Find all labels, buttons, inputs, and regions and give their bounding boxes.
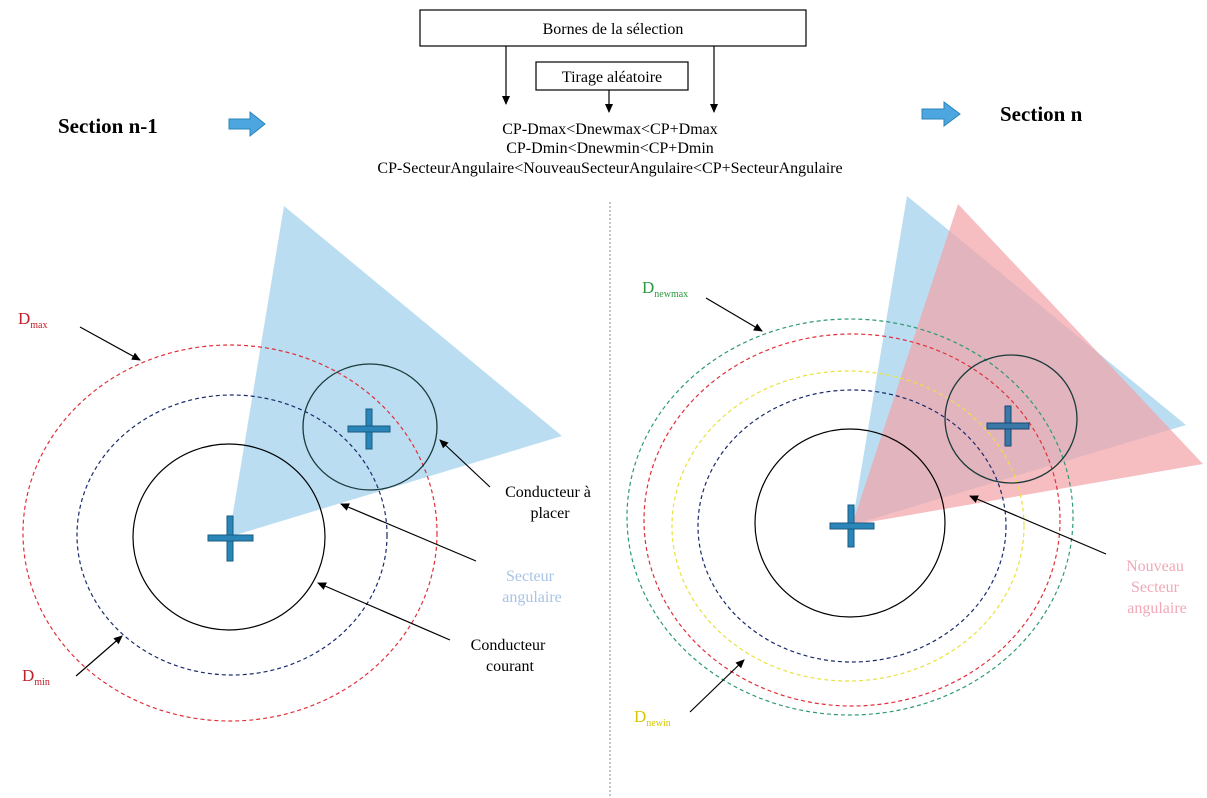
new-angular-sector xyxy=(852,204,1203,525)
constraint-sector: CP-SecteurAngulaire<NouveauSecteurAngula… xyxy=(377,160,842,177)
bounds-box-label: Bornes de la sélection xyxy=(543,21,684,38)
left-section-title: Section n-1 xyxy=(58,114,158,138)
conductor-to-place-label: Conducteur à placer xyxy=(505,484,595,522)
constraint-dmax: CP-Dmax<Dnewmax<CP+Dmax xyxy=(502,121,718,138)
angular-sector-arrow xyxy=(340,503,477,562)
dmax-label: Dmax xyxy=(18,309,48,331)
dnewmin-circle xyxy=(671,370,1025,682)
placed-conductor-cross-icon xyxy=(986,405,1030,447)
dmin-circle xyxy=(76,394,388,676)
dmin-arrow xyxy=(75,635,123,677)
dnewmax-label: Dnewmax xyxy=(642,278,688,300)
current-conductor-circle xyxy=(132,443,326,631)
conductor-to-place-circle xyxy=(302,363,438,491)
angular-sector xyxy=(229,206,562,537)
random-box-label: Tirage aléatoire xyxy=(562,69,662,86)
conductor-to-place-cross-icon xyxy=(347,408,391,450)
dnewmax-arrow xyxy=(705,297,763,332)
dnewmin-label: Dnewin xyxy=(634,707,671,729)
new-angular-sector-label: Nouveau Secteur angulaire xyxy=(1126,558,1188,617)
dnewmax-circle xyxy=(626,318,1074,716)
constraint-dmin: CP-Dmin<Dnewmin<CP+Dmin xyxy=(506,140,714,157)
current-conductor-circle-right xyxy=(754,428,946,618)
dmax-arrow xyxy=(79,326,141,361)
current-conductor-arrow xyxy=(317,582,451,641)
angular-sector-label: Secteur angulaire xyxy=(502,568,562,606)
current-conductor-label: Conducteur courant xyxy=(471,637,550,675)
current-conductor-cross-icon xyxy=(207,515,254,562)
dmax-circle-right xyxy=(643,333,1061,707)
dmin-label: Dmin xyxy=(22,666,50,688)
conductor-to-place-arrow xyxy=(439,439,491,488)
random-box xyxy=(535,61,689,91)
dmin-circle-right xyxy=(697,389,1007,663)
right-section-arrow xyxy=(921,101,961,127)
right-section-title: Section n xyxy=(1000,102,1083,126)
left-section-arrow xyxy=(228,110,266,138)
placed-conductor-circle xyxy=(944,354,1078,484)
dnewmin-arrow xyxy=(689,659,745,713)
new-angular-sector-arrow xyxy=(969,495,1107,555)
current-conductor-cross-icon-right xyxy=(829,504,875,548)
bounds-box xyxy=(419,9,807,47)
dmax-circle xyxy=(22,344,438,722)
